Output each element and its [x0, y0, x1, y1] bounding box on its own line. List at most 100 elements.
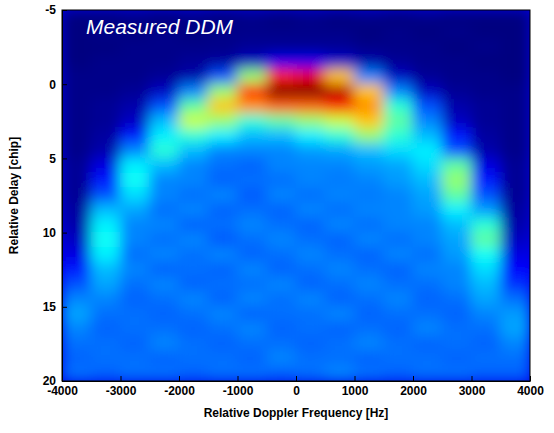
cell: [208, 277, 238, 293]
cell: [354, 291, 384, 307]
cell: [149, 39, 179, 55]
cell: [354, 54, 384, 70]
cell: [62, 84, 92, 100]
cell: [500, 10, 530, 25]
y-tick-label: -5: [45, 3, 56, 17]
cell: [266, 24, 296, 40]
cell: [383, 24, 413, 40]
cell: [208, 306, 238, 322]
cell: [266, 351, 296, 367]
cell: [413, 351, 443, 367]
x-tick-mark: [238, 376, 239, 381]
cell: [500, 351, 530, 367]
cell: [442, 143, 472, 159]
cell: [208, 291, 238, 307]
cell: [120, 188, 150, 204]
cell: [354, 39, 384, 55]
cell: [354, 173, 384, 189]
cell: [237, 202, 267, 218]
x-tick-mark: [121, 376, 122, 381]
cell: [325, 277, 355, 293]
cell: [179, 291, 209, 307]
cell: [120, 351, 150, 367]
y-tick-label: 10: [43, 226, 57, 240]
cell: [91, 351, 121, 367]
cell: [149, 336, 179, 352]
cell: [471, 232, 501, 248]
cell: [413, 99, 443, 115]
cell: [208, 366, 238, 381]
cell: [208, 336, 238, 352]
cell: [62, 188, 92, 204]
cell: [91, 202, 121, 218]
cell: [500, 291, 530, 307]
cell: [120, 39, 150, 55]
cell: [325, 262, 355, 278]
cell: [442, 336, 472, 352]
cell: [91, 232, 121, 248]
cell: [62, 351, 92, 367]
cell: [179, 128, 209, 144]
cell: [442, 128, 472, 144]
cell: [442, 188, 472, 204]
cell: [354, 10, 384, 25]
cell: [471, 291, 501, 307]
cell: [500, 188, 530, 204]
cell: [62, 128, 92, 144]
cell: [442, 99, 472, 115]
cell: [237, 39, 267, 55]
cell: [325, 202, 355, 218]
cell: [354, 188, 384, 204]
y-axis: -505101520: [43, 3, 67, 388]
cell: [237, 84, 267, 100]
y-axis-line: [62, 11, 63, 382]
y-tick-mark: [62, 10, 67, 11]
cell: [500, 84, 530, 100]
cell: [120, 69, 150, 85]
cell: [471, 84, 501, 100]
x-tick-label: 0: [293, 384, 300, 398]
cell: [208, 262, 238, 278]
cell: [471, 262, 501, 278]
y-tick-label: 15: [43, 300, 57, 314]
cell: [442, 321, 472, 337]
cell: [442, 113, 472, 129]
cell: [471, 188, 501, 204]
cell: [208, 173, 238, 189]
cell: [179, 321, 209, 337]
cell: [500, 143, 530, 159]
cell: [471, 158, 501, 174]
cell: [354, 24, 384, 40]
cell: [442, 247, 472, 263]
cell: [266, 291, 296, 307]
cell: [442, 173, 472, 189]
cell: [62, 113, 92, 129]
cell: [325, 39, 355, 55]
cell: [208, 351, 238, 367]
x-tick: -1000: [223, 376, 254, 398]
cell: [266, 188, 296, 204]
cell: [266, 39, 296, 55]
x-tick-label: 3000: [459, 384, 486, 398]
cell: [442, 277, 472, 293]
cell: [471, 366, 501, 381]
cell: [500, 69, 530, 85]
cell: [413, 173, 443, 189]
cell: [354, 202, 384, 218]
cell: [266, 202, 296, 218]
cell: [471, 143, 501, 159]
cell: [179, 306, 209, 322]
cell: [237, 366, 267, 381]
y-axis-title: Relative Delay [chip]: [7, 137, 21, 254]
cell: [500, 336, 530, 352]
cell: [296, 291, 326, 307]
cell: [296, 39, 326, 55]
cell: [442, 366, 472, 381]
cell: [383, 54, 413, 70]
cell: [500, 306, 530, 322]
cell: [62, 217, 92, 233]
cell: [62, 247, 92, 263]
cell: [325, 143, 355, 159]
x-tick: 4000: [517, 376, 544, 398]
cell: [208, 128, 238, 144]
